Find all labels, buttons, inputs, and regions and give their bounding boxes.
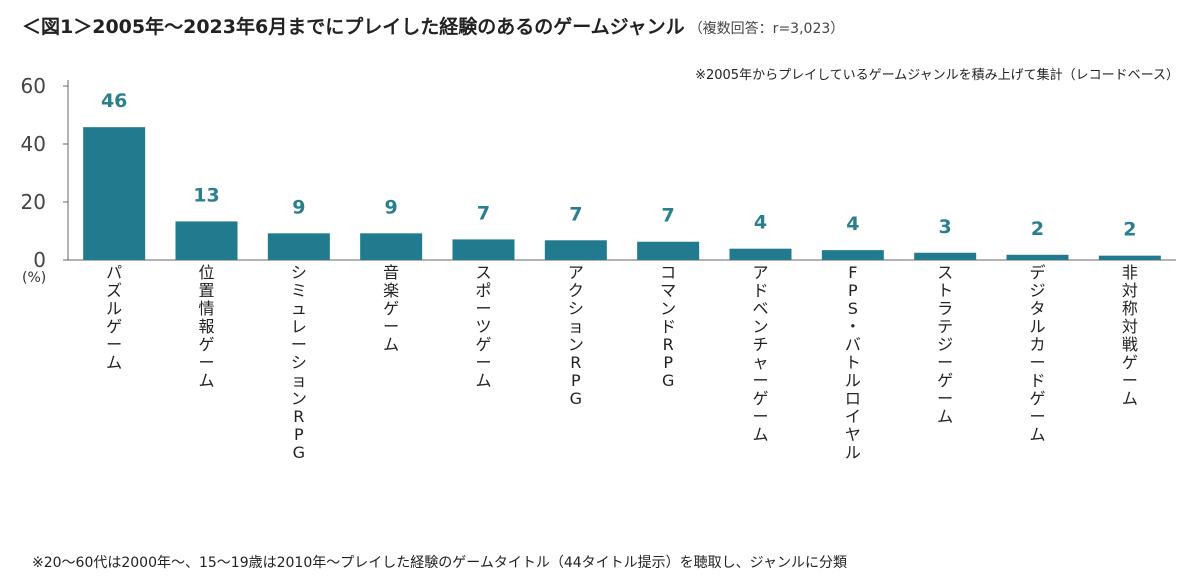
category-label: コマンド R P G xyxy=(660,263,676,390)
bar xyxy=(175,221,238,260)
bar xyxy=(1098,255,1161,260)
data-label: 7 xyxy=(662,205,675,227)
bar xyxy=(267,233,330,260)
category-label: スポーツゲーム xyxy=(475,263,491,390)
data-label: 4 xyxy=(754,212,767,234)
category-label: 非対称対戦ゲーム xyxy=(1122,263,1138,408)
y-tick-label: 20 xyxy=(21,190,46,214)
data-label: 4 xyxy=(846,213,859,235)
chart-title: ＜図1＞2005年～2023年6月までにプレイした経験のあるのゲームジャンル （複… xyxy=(22,12,844,39)
bar xyxy=(544,240,607,260)
category-label: F P S ・バトルロイヤル xyxy=(845,263,861,462)
data-label: 46 xyxy=(101,90,127,112)
data-label: 13 xyxy=(193,184,219,206)
note-top: ※2005年からプレイしているゲームジャンルを積み上げて集計（レコードベース） xyxy=(695,68,1179,83)
bar xyxy=(637,241,700,260)
category-label: アドベンチャーゲーム xyxy=(752,263,768,444)
category-label: ストラテジーゲーム xyxy=(937,263,953,426)
data-label: 9 xyxy=(385,196,398,218)
data-label: 7 xyxy=(477,202,490,224)
y-tick-label: 60 xyxy=(21,74,46,98)
data-label: 2 xyxy=(1031,218,1044,240)
bar xyxy=(83,127,146,261)
data-label: 7 xyxy=(569,203,582,225)
bar xyxy=(1006,254,1069,260)
category-label: デジタルカードゲーム xyxy=(1029,263,1045,444)
y-tick-label: 40 xyxy=(21,132,46,156)
bar xyxy=(452,239,515,260)
y-tick-label: 0 xyxy=(33,248,46,272)
category-label: シミュレーション R P G xyxy=(291,263,307,462)
note-bottom: ※20～60代は2000年～、15～19歳は2010年～プレイした経験のゲームタ… xyxy=(32,555,847,571)
bar xyxy=(821,250,884,260)
data-label: 2 xyxy=(1123,219,1136,241)
chart-title-main: ＜図1＞2005年～2023年6月までにプレイした経験のあるのゲームジャンル xyxy=(22,16,685,38)
bar xyxy=(914,252,977,260)
data-label: 9 xyxy=(292,196,305,218)
category-label: 音楽ゲーム xyxy=(383,263,399,354)
category-label: アクション R P G xyxy=(568,263,584,408)
y-axis-unit: (%) xyxy=(22,270,47,286)
bar xyxy=(729,248,792,260)
chart-title-sub: （複数回答：r=3,023） xyxy=(688,21,845,37)
data-label: 3 xyxy=(939,216,952,238)
bar xyxy=(360,233,423,260)
category-label: パズルゲーム xyxy=(106,263,122,372)
category-label: 位置情報ゲーム xyxy=(198,263,214,390)
